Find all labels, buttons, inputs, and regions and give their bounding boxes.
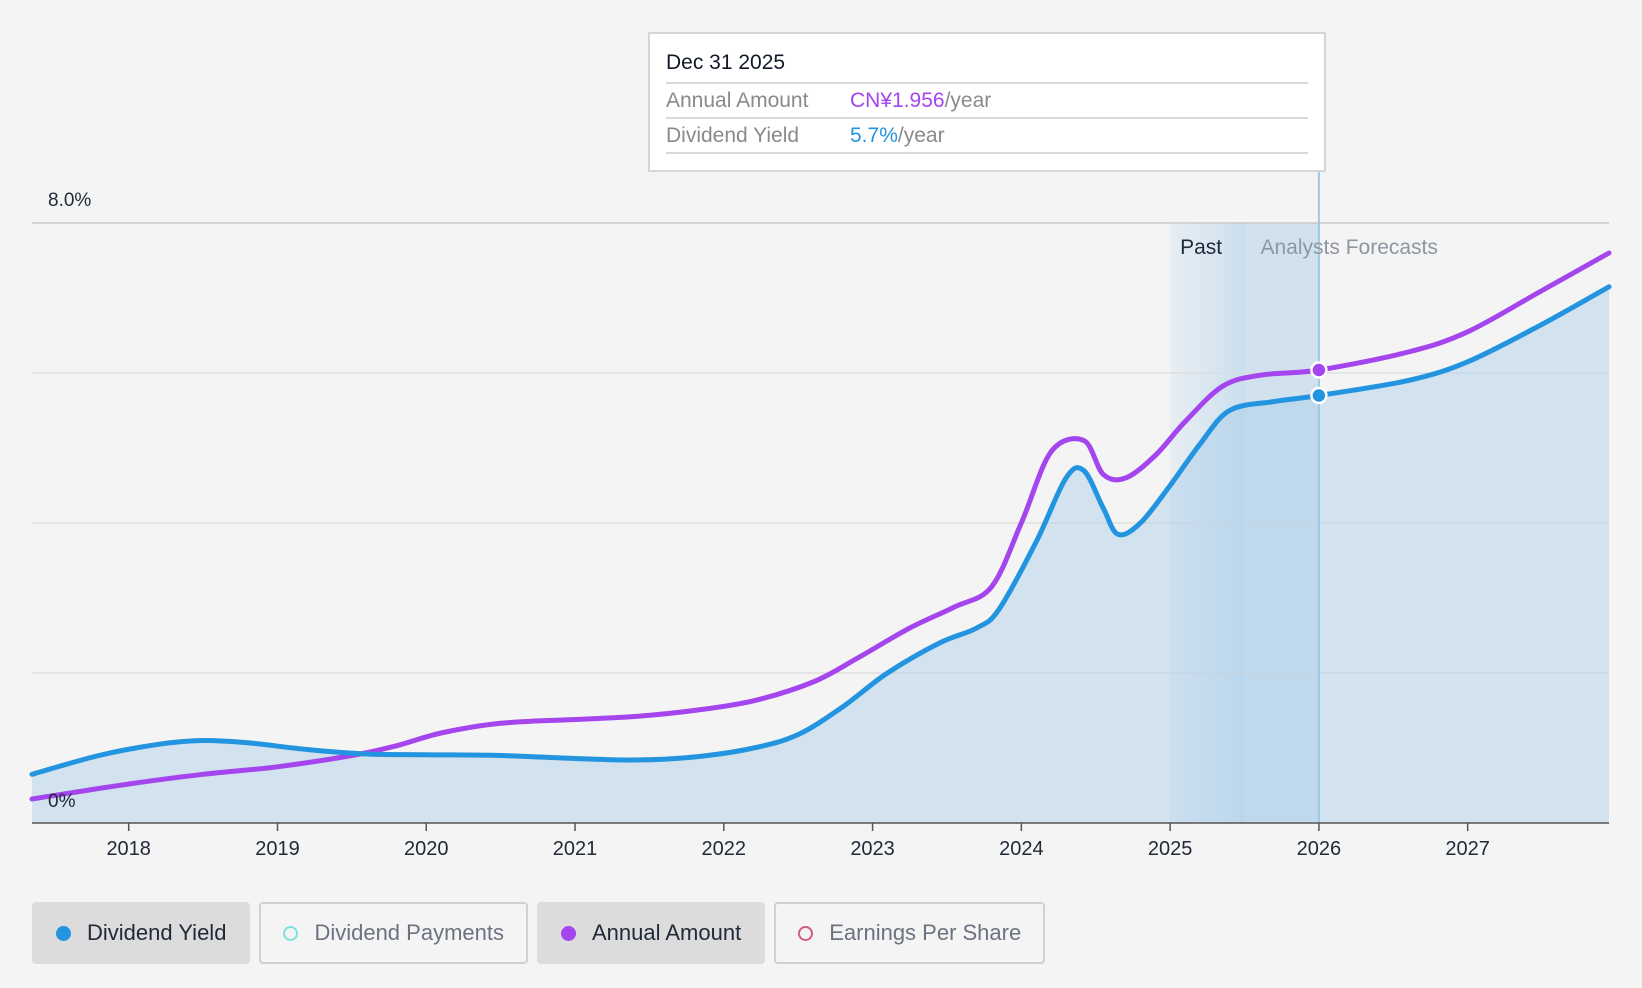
legend-dividend-payments-button[interactable]: Dividend Payments xyxy=(259,902,528,964)
x-tick-label: 2025 xyxy=(1148,838,1193,860)
annual-amount-dot-icon xyxy=(560,925,576,941)
markers xyxy=(1310,361,1328,405)
x-tick-label: 2018 xyxy=(106,838,151,860)
dividend-chart: 2018 2019 2020 2021 2022 2023 2024 2025 2026 2027… xyxy=(29,172,1612,860)
dividend-yield-line xyxy=(29,284,1612,777)
legend: Dividend Yield Dividend Payments Annual … xyxy=(32,902,1046,964)
dividend-yield-dot-icon xyxy=(56,925,71,941)
tooltip-annual-amount-value: CN¥1.956 xyxy=(850,89,945,112)
annual-amount-marker xyxy=(1310,361,1328,379)
legend-dividend-yield-button[interactable]: Dividend Yield xyxy=(32,902,251,964)
x-ticks: 2018 2019 2020 2021 2022 2023 2024 2025 2026 2027 xyxy=(106,823,1490,860)
y-axis-max-label: 8.0% xyxy=(48,190,91,211)
tooltip-annual-amount-unit: /year xyxy=(944,89,992,112)
legend-earnings-per-share-button[interactable]: Earnings Per Share xyxy=(774,902,1046,964)
tooltip-dividend-yield-label: Dividend Yield xyxy=(666,124,800,147)
tooltip-dividend-yield-value: 5.7% xyxy=(850,124,898,147)
series-lines xyxy=(29,250,1612,802)
x-tick-label: 2020 xyxy=(404,838,449,860)
legend-earnings-per-share-label: Earnings Per Share xyxy=(829,920,1022,945)
x-tick-label: 2023 xyxy=(850,838,895,860)
tooltip-annual-amount-row: Annual Amount CN¥1.956 /year xyxy=(666,84,1308,119)
dividend-payments-ring-icon xyxy=(283,925,299,941)
x-tick-label: 2022 xyxy=(702,838,747,860)
x-tick-label: 2026 xyxy=(1297,838,1342,860)
dividend-yield-area xyxy=(32,286,1609,823)
legend-annual-amount-label: Annual Amount xyxy=(591,920,742,945)
legend-dividend-payments-label: Dividend Payments xyxy=(314,920,504,945)
y-axis-min-label: 0% xyxy=(48,791,76,812)
annual-amount-line xyxy=(29,250,1612,802)
x-tick-label: 2021 xyxy=(553,838,598,860)
dividend-yield-marker xyxy=(1310,386,1328,405)
x-tick-label: 2027 xyxy=(1445,838,1490,860)
tooltip-dividend-yield-row: Dividend Yield 5.7% /year xyxy=(666,119,1308,154)
tooltip-dividend-yield-unit: /year xyxy=(897,124,945,147)
tooltip-date: Dec 31 2025 xyxy=(666,48,1308,84)
tooltip: Dec 31 2025 Annual Amount CN¥1.956 /year… xyxy=(648,32,1326,172)
legend-dividend-yield-label: Dividend Yield xyxy=(87,920,227,945)
past-label: Past xyxy=(1180,236,1222,259)
tooltip-annual-amount-label: Annual Amount xyxy=(666,89,809,112)
analysts-forecasts-label: Analysts Forecasts xyxy=(1261,236,1438,259)
x-tick-label: 2024 xyxy=(999,838,1044,860)
x-tick-label: 2019 xyxy=(255,838,300,860)
legend-annual-amount-button[interactable]: Annual Amount xyxy=(536,902,766,964)
earnings-per-share-ring-icon xyxy=(798,925,814,941)
